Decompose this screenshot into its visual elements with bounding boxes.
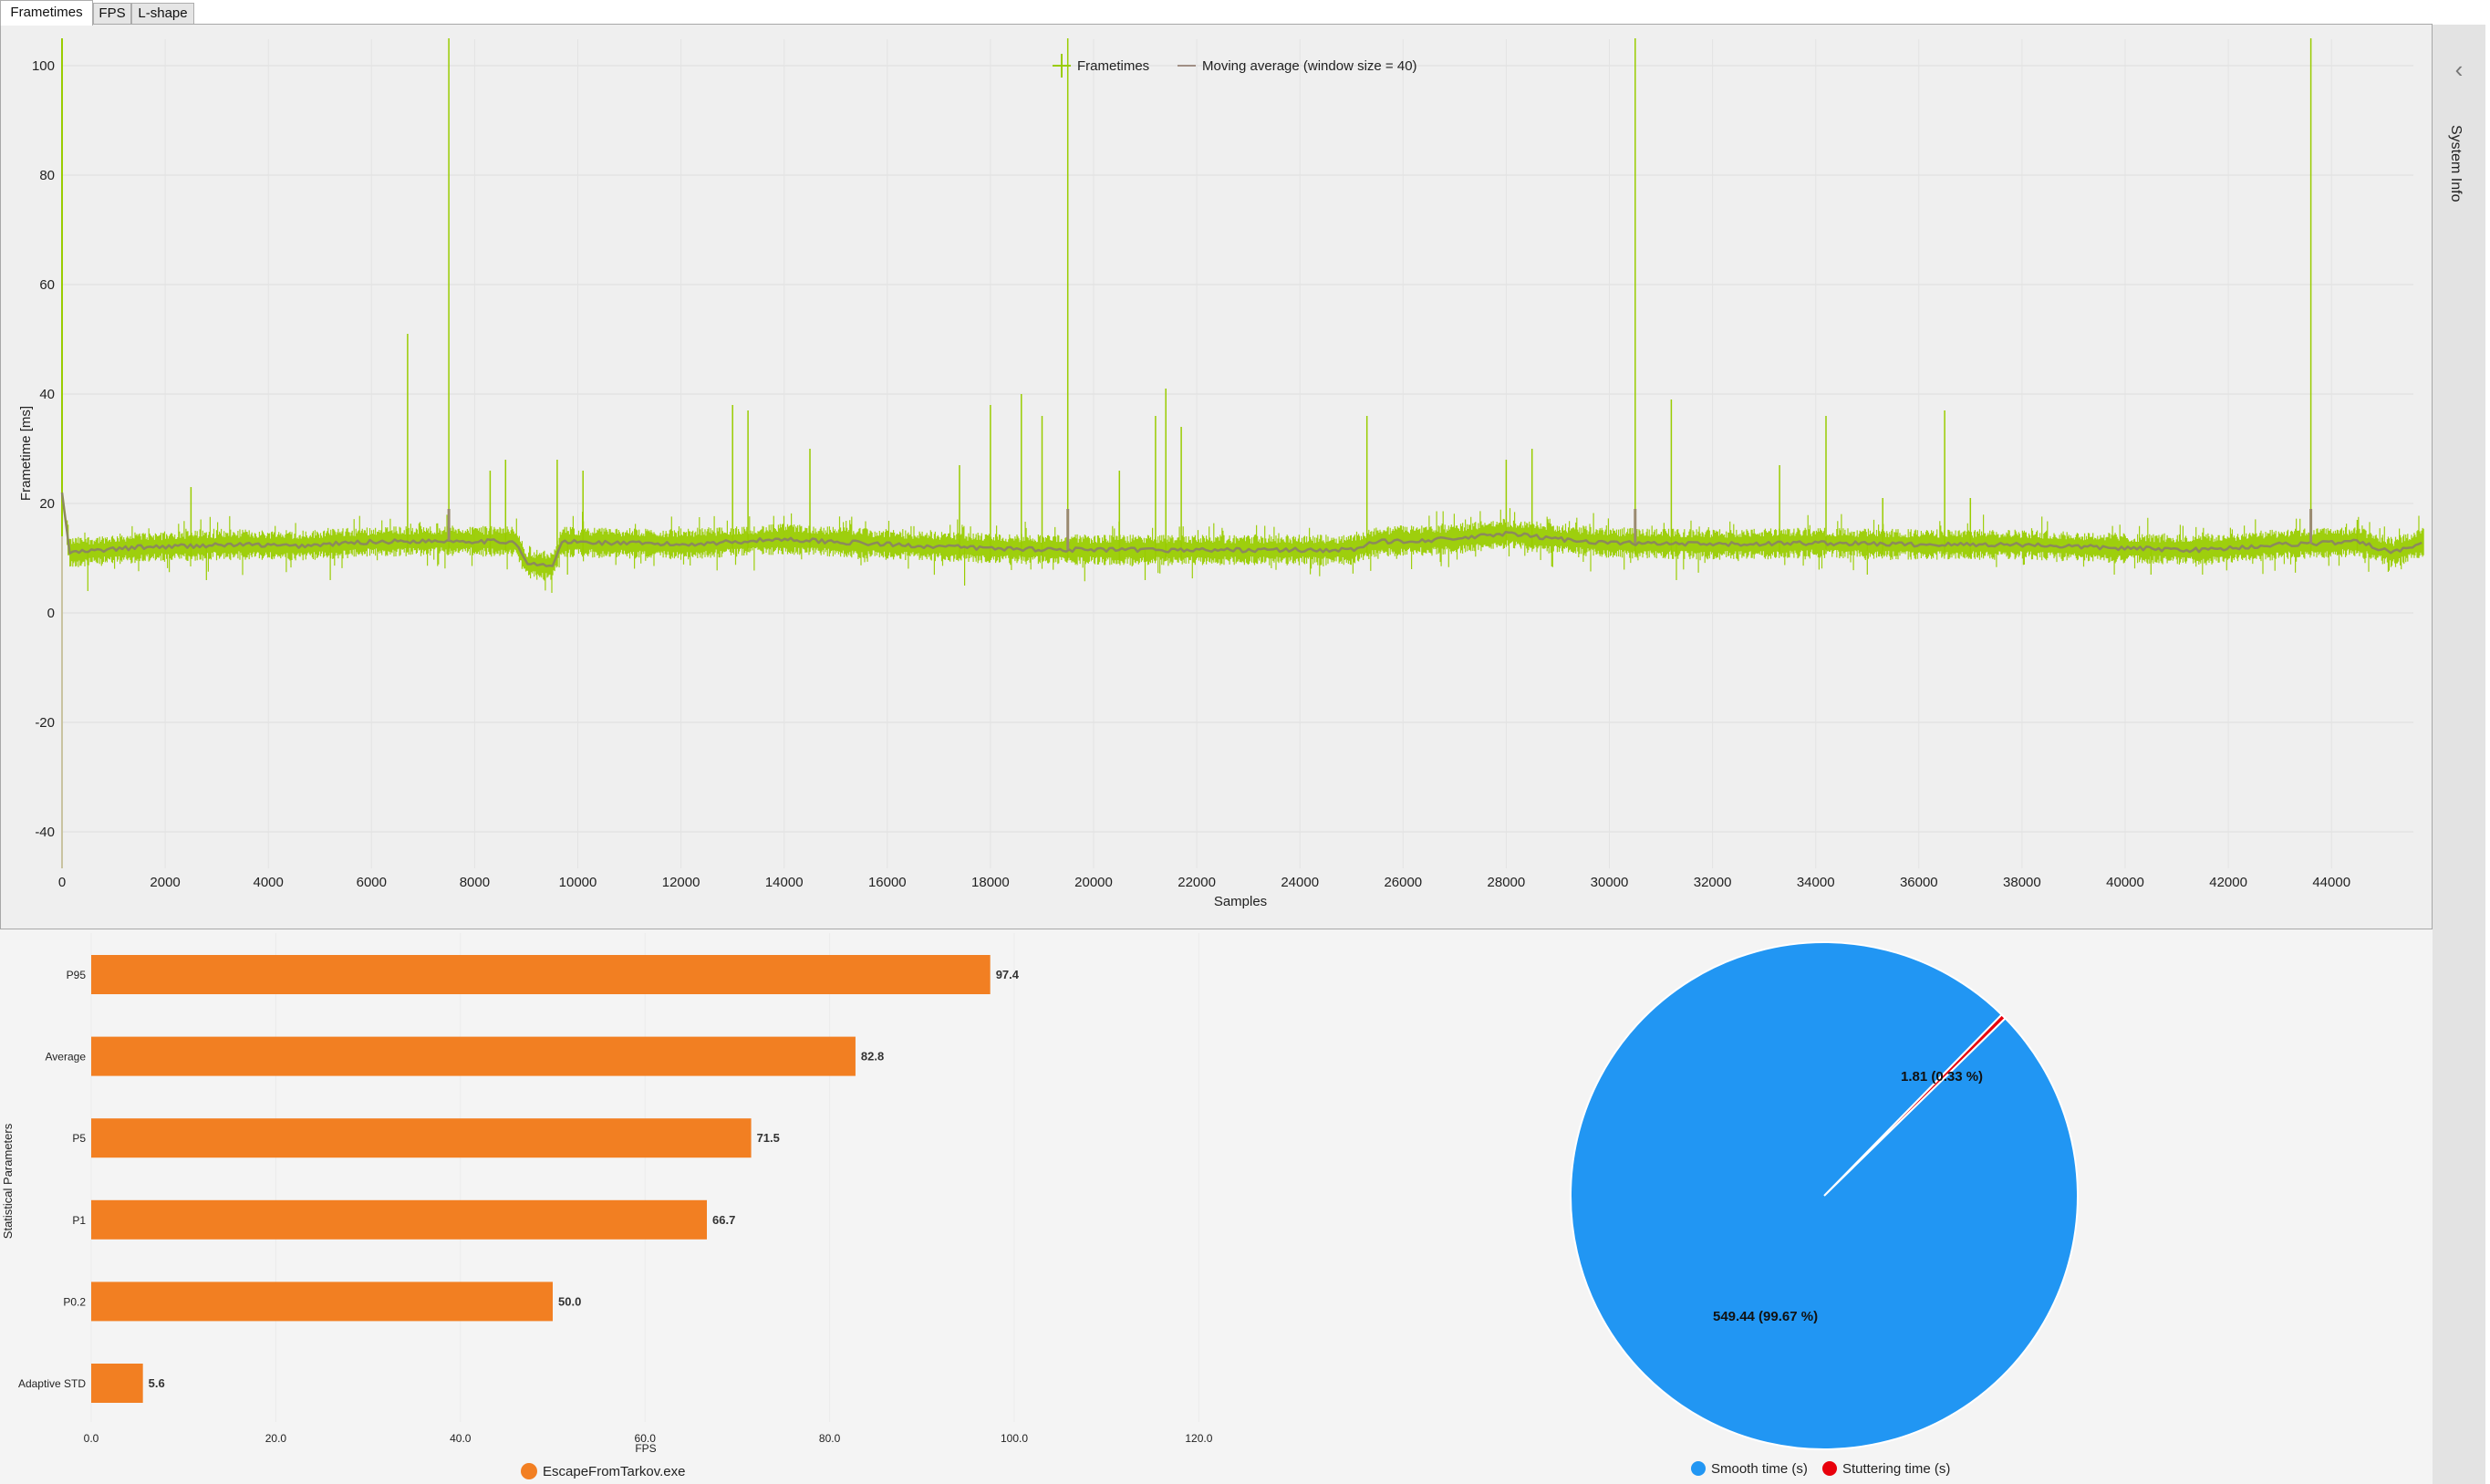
bar-grid — [90, 933, 1199, 1422]
bar-x-axis-ticks: 0.0 20.0 40.0 60.0 80.0 100.0 120.0 — [84, 1432, 1213, 1445]
svg-text:20: 20 — [39, 496, 55, 512]
x-axis-label: Samples — [1214, 894, 1267, 909]
legend-smooth-time: Smooth time (s) — [1711, 1461, 1808, 1477]
svg-text:40000: 40000 — [2106, 875, 2144, 890]
svg-text:18000: 18000 — [971, 875, 1010, 890]
svg-text:P95: P95 — [67, 969, 87, 981]
svg-text:44000: 44000 — [2312, 875, 2350, 890]
tab-bar: Frametimes FPS L-shape — [0, 0, 2490, 26]
svg-text:36000: 36000 — [1900, 875, 1938, 890]
stutter-legend-dot-icon — [1822, 1461, 1837, 1476]
svg-text:42000: 42000 — [2209, 875, 2247, 890]
svg-text:P1: P1 — [72, 1214, 86, 1227]
x-axis-ticks: 0 2000 4000 6000 8000 10000 12000 14000 16000 180… — [58, 875, 2350, 890]
svg-text:40.0: 40.0 — [450, 1432, 472, 1445]
bar-x-axis-label: FPS — [635, 1442, 656, 1455]
svg-text:32000: 32000 — [1694, 875, 1732, 890]
bar-p1 — [91, 1199, 708, 1240]
svg-text:Adaptive STD: Adaptive STD — [18, 1377, 86, 1390]
svg-text:26000: 26000 — [1384, 875, 1422, 890]
frametime-chart-panel: -40 -20 0 20 40 60 80 100 0 2000 4000 6000 8000 1000… — [0, 24, 2433, 929]
svg-text:4000: 4000 — [254, 875, 284, 890]
bar-y-axis-label: Statistical Parameters — [1, 1123, 15, 1239]
fps-bar-chart[interactable]: P95 97.4 Average 82.8 P5 71.5 P1 66.7 P0.2 50.0 Ad… — [0, 929, 1277, 1484]
pie-slices — [1570, 941, 2079, 1450]
legend-stuttering-time: Stuttering time (s) — [1842, 1461, 1950, 1477]
svg-text:66.7: 66.7 — [712, 1213, 735, 1227]
bar-p95 — [91, 955, 991, 994]
tab-l-shape[interactable]: L-shape — [131, 3, 194, 25]
moving-average-series — [60, 492, 2423, 567]
bar-series: P95 97.4 Average 82.8 P5 71.5 P1 66.7 P0.2 50.0 Ad… — [18, 955, 1020, 1403]
svg-text:80.0: 80.0 — [819, 1432, 841, 1445]
frametimes-series — [61, 38, 2424, 593]
svg-text:60.0: 60.0 — [635, 1432, 657, 1445]
bar-p0-2 — [91, 1282, 553, 1322]
svg-text:30000: 30000 — [1591, 875, 1629, 890]
bar-p5 — [91, 1118, 752, 1158]
svg-text:60: 60 — [39, 277, 55, 293]
svg-text:-20: -20 — [35, 715, 55, 731]
svg-text:100: 100 — [32, 58, 55, 74]
svg-text:71.5: 71.5 — [757, 1131, 780, 1145]
pie-label-smooth: 549.44 (99.67 %) — [1713, 1309, 1818, 1324]
legend-moving-average: Moving average (window size = 40) — [1202, 58, 1417, 74]
svg-text:100.0: 100.0 — [1001, 1432, 1028, 1445]
svg-text:0: 0 — [58, 875, 66, 890]
svg-text:16000: 16000 — [868, 875, 907, 890]
svg-text:2000: 2000 — [150, 875, 180, 890]
legend-frametimes: Frametimes — [1077, 58, 1149, 74]
y-axis-label: Frametime [ms] — [18, 406, 34, 501]
svg-text:80: 80 — [39, 168, 55, 183]
svg-text:5.6: 5.6 — [149, 1376, 165, 1390]
chart-legend: Frametimes Moving average (window size =… — [1053, 54, 1417, 78]
bar-average — [91, 1036, 856, 1076]
pie-slice-smooth[interactable] — [1570, 941, 2079, 1450]
y-axis-ticks: -40 -20 0 20 40 60 80 100 — [32, 58, 55, 840]
statistics-area: P95 97.4 Average 82.8 P5 71.5 P1 66.7 P0.2 50.0 Ad… — [0, 929, 2433, 1484]
pie-label-stuttering: 1.81 (0.33 %) — [1901, 1069, 1983, 1084]
svg-text:14000: 14000 — [765, 875, 804, 890]
svg-text:20.0: 20.0 — [265, 1432, 287, 1445]
svg-text:20000: 20000 — [1074, 875, 1113, 890]
smooth-legend-dot-icon — [1691, 1461, 1706, 1476]
tab-fps[interactable]: FPS — [93, 3, 131, 25]
svg-text:0: 0 — [47, 606, 55, 621]
svg-text:-40: -40 — [35, 825, 55, 840]
chart-grid — [61, 39, 2413, 868]
svg-text:50.0: 50.0 — [558, 1294, 581, 1308]
frametime-chart[interactable]: -40 -20 0 20 40 60 80 100 0 2000 4000 6000 8000 1000… — [1, 25, 2432, 929]
svg-text:38000: 38000 — [2003, 875, 2041, 890]
svg-text:34000: 34000 — [1797, 875, 1835, 890]
system-info-panel[interactable]: ‹ System Info — [2433, 25, 2485, 1484]
bar-adaptive-std — [91, 1364, 143, 1403]
tab-frametimes[interactable]: Frametimes — [0, 0, 93, 26]
svg-text:12000: 12000 — [662, 875, 700, 890]
chevron-left-icon[interactable]: ‹ — [2454, 56, 2464, 83]
stutter-pie-chart[interactable]: 549.44 (99.67 %) 1.81 (0.33 %) Smooth ti… — [1505, 929, 2143, 1484]
svg-text:82.8: 82.8 — [861, 1050, 884, 1064]
system-info-label[interactable]: System Info — [2448, 125, 2464, 202]
bar-legend-label: EscapeFromTarkov.exe — [543, 1464, 685, 1479]
svg-text:P0.2: P0.2 — [63, 1295, 86, 1308]
svg-text:P5: P5 — [72, 1132, 86, 1145]
svg-text:6000: 6000 — [357, 875, 387, 890]
svg-text:0.0: 0.0 — [84, 1432, 99, 1445]
svg-text:97.4: 97.4 — [996, 968, 1020, 981]
svg-text:10000: 10000 — [559, 875, 597, 890]
svg-text:120.0: 120.0 — [1185, 1432, 1212, 1445]
svg-text:28000: 28000 — [1488, 875, 1526, 890]
svg-text:24000: 24000 — [1281, 875, 1319, 890]
svg-text:40: 40 — [39, 387, 55, 402]
bar-legend-dot-icon — [521, 1463, 537, 1479]
svg-text:8000: 8000 — [460, 875, 490, 890]
svg-text:22000: 22000 — [1178, 875, 1216, 890]
svg-text:Average: Average — [46, 1051, 87, 1064]
